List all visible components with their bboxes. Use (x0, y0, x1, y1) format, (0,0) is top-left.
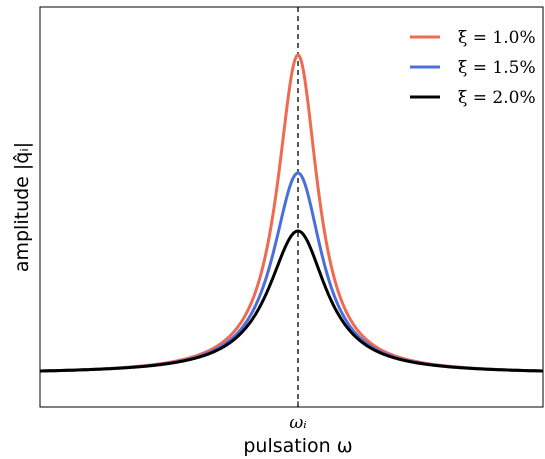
x-tick-label: ωᵢ (289, 413, 306, 433)
legend-label-2: ξ = 1.5% (458, 58, 536, 78)
y-axis-label: amplitude |q̂ᵢ| (11, 142, 33, 272)
series-line-2 (40, 173, 543, 371)
x-axis-label: pulsation ω (243, 435, 352, 457)
legend-label-3: ξ = 2.0% (458, 88, 536, 108)
legend: ξ = 1.0% ξ = 1.5% ξ = 2.0% (410, 28, 536, 108)
legend-label-1: ξ = 1.0% (458, 28, 536, 48)
series-line-3 (40, 231, 543, 371)
